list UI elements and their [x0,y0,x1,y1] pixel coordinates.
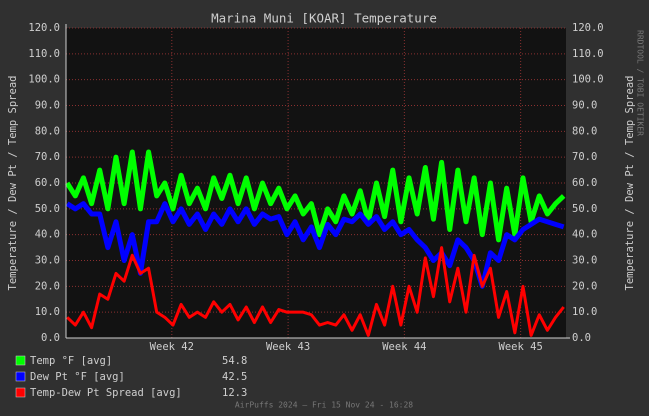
y-tick-label: 110.0 [28,48,60,60]
legend-value: 54.8 [222,355,247,367]
y-tick-label: 60.0 [35,177,60,189]
chart-title: Marina Muni [KOAR] Temperature [211,11,437,26]
legend-value: 12.3 [222,387,247,399]
legend-label: Temp °F [avg] [30,355,112,367]
y-tick-label: 20.0 [35,280,60,292]
legend-swatch [15,371,26,382]
y-tick-label-right: 100.0 [572,74,604,86]
y-tick-label-right: 10.0 [572,306,597,318]
y-tick-label-right: 30.0 [572,255,597,267]
x-tick-label: Week 45 [499,341,543,353]
y-tick-label: 40.0 [35,229,60,241]
x-tick-label: Week 42 [150,341,194,353]
y-axis-label-right: Temperature / Dew Pt / Temp Spread [624,76,636,291]
y-tick-label-right: 80.0 [572,125,597,137]
legend-swatch [15,355,26,366]
y-tick-label: 120.0 [28,22,60,34]
y-tick-label-right: 60.0 [572,177,597,189]
y-tick-label-right: 20.0 [572,280,597,292]
y-tick-label-right: 0.0 [572,332,591,344]
y-tick-label: 30.0 [35,255,60,267]
series-line [65,149,566,243]
y-tick-label-right: 110.0 [572,48,604,60]
y-tick-label-right: 120.0 [572,22,604,34]
y-tick-label-right: 90.0 [572,100,597,112]
y-tick-label: 50.0 [35,203,60,215]
x-tick-label: Week 43 [266,341,310,353]
y-tick-label: 10.0 [35,306,60,318]
footer: AirPuffs 2024 — Fri 15 Nov 24 - 16:28 [235,401,413,410]
y-tick-label-right: 70.0 [572,151,597,163]
legend-label: Temp-Dew Pt Spread [avg] [30,387,182,399]
y-tick-label-right: 50.0 [572,203,597,215]
y-tick-label: 0.0 [41,332,60,344]
y-tick-label: 70.0 [35,151,60,163]
legend-label: Dew Pt °F [avg] [30,371,125,383]
watermark: RRDTOOL / TOBI OETIKER [636,30,645,136]
y-tick-label: 80.0 [35,125,60,137]
series-line [66,246,565,337]
y-tick-label-right: 40.0 [572,229,597,241]
legend-swatch [15,387,26,398]
y-tick-label: 100.0 [28,74,60,86]
x-tick-label: Week 44 [382,341,426,353]
legend-value: 42.5 [222,371,247,383]
y-axis-label: Temperature / Dew Pt / Temp Spread [7,76,19,291]
y-tick-label: 90.0 [35,100,60,112]
